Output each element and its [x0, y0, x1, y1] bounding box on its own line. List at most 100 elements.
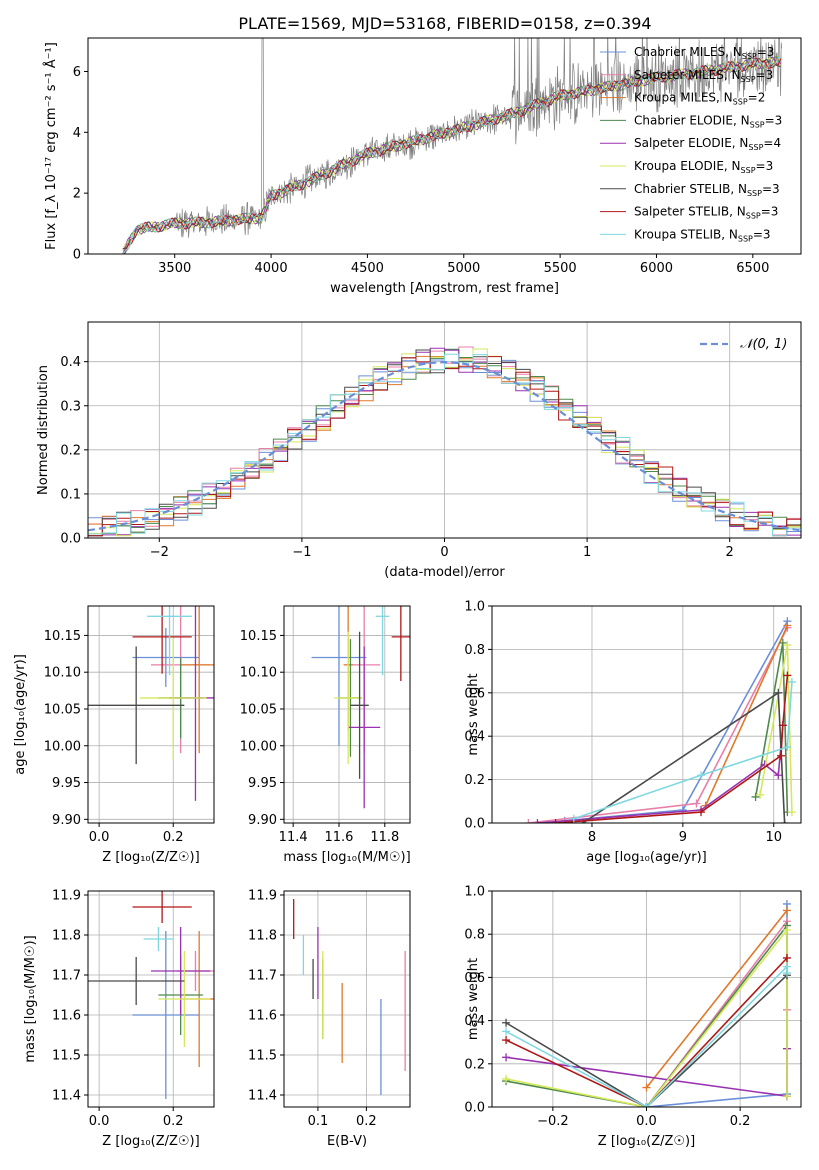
weight-marker: [697, 771, 706, 780]
x-tick-label: 0.1: [308, 1114, 329, 1129]
weight-line: [564, 620, 789, 822]
y-tick-label: 11.8: [52, 929, 81, 944]
weight-line: [528, 627, 789, 823]
x-tick-label: 11.8: [370, 830, 399, 845]
residuals-axes: −2 −1 0 1 2 0.0 0.1 0.2 0.3 0.4 (data-model)/error…: [36, 321, 802, 580]
legend-label: 𝒩(0, 1): [740, 337, 787, 352]
weight-marker: [642, 1083, 651, 1092]
mass_vs_ebv-markers: [293, 899, 406, 1095]
x-tick-label: 9: [679, 830, 687, 845]
residual-legend: 𝒩(0, 1): [700, 337, 787, 352]
weight-marker: [642, 1103, 651, 1107]
plot-group: 3500 4000 4500 5000 5500 6000 6500 0 2 4 6 waveleng…: [13, 37, 802, 1149]
weight-line: [573, 681, 793, 820]
x-axis-label: (data-model)/error: [384, 565, 505, 580]
weight-marker: [524, 819, 533, 823]
x-tick-label: 6500: [736, 261, 769, 276]
x-axis-label: Z [log₁₀(Z/Z☉)]: [102, 1134, 199, 1149]
x-tick-label: 0.2: [163, 1114, 184, 1129]
x-tick-label: −1: [292, 545, 311, 560]
x-tick-label: 0.0: [636, 1114, 657, 1129]
mass_vs_ebv-axes: 0.1 0.2 11.4 11.5 11.6 11.7 11.8 11.9 E(B-V): [248, 889, 411, 1149]
weight-marker: [780, 819, 789, 823]
y-tick-label: 9.90: [52, 813, 81, 828]
normal-curve: [88, 360, 801, 532]
weight-marker: [502, 1053, 511, 1062]
plot-frame: [283, 890, 411, 1108]
legend-label: Salpeter STELIB, NSSP=3: [634, 205, 778, 221]
x-tick-label: 4000: [255, 261, 288, 276]
x-tick-label: 1: [583, 545, 591, 560]
weight-marker: [782, 969, 791, 978]
y-tick-label: 10.10: [240, 666, 277, 681]
legend-label: Kroupa MILES, NSSP=2: [634, 91, 765, 107]
x-axis-label: age [log₁₀(age/yr)]: [586, 850, 707, 865]
weight-marker: [782, 906, 791, 915]
weight-marker: [502, 1074, 511, 1083]
x-axis-label: mass [log₁₀(M/M☉)]: [283, 850, 410, 865]
legend-label: Salpeter ELODIE, NSSP=4: [634, 136, 781, 152]
weight-line: [505, 957, 788, 1107]
weight-marker: [569, 814, 578, 823]
y-tick-label: 0.2: [464, 773, 485, 788]
weight-marker: [787, 808, 796, 817]
plot-frame: [87, 321, 802, 539]
x-tick-label: 2: [726, 545, 734, 560]
y-tick-label: 0.0: [464, 1101, 485, 1116]
age_vs_Z-markers: [88, 606, 214, 801]
weight-marker: [782, 953, 791, 962]
plot-frame: [87, 605, 215, 824]
y-tick-label: 0.2: [464, 1057, 485, 1072]
y-tick-label: 10.05: [240, 702, 277, 717]
weight-line: [645, 909, 788, 1089]
x-tick-label: 10: [765, 830, 782, 845]
y-tick-label: 0.8: [464, 643, 485, 658]
y-axis-label: Normed distribution: [36, 365, 51, 495]
x-tick-label: 0.0: [89, 830, 110, 845]
plot-frame: [491, 605, 802, 824]
mass_vs_Z-axes: 0.0 0.2 11.4 11.5 11.6 11.7 11.8 11.9 Z [log₁₀(Z…: [23, 889, 215, 1149]
weight-marker: [502, 1036, 511, 1045]
spectrum-legend: Chabrier MILES, NSSP=3 Salpeter MILES, NS…: [600, 45, 782, 243]
weight-marker: [751, 792, 760, 801]
weight-marker: [774, 688, 783, 697]
legend-label: Chabrier ELODIE, NSSP=3: [634, 113, 782, 129]
spectrum-model-line: [122, 57, 782, 254]
x-tick-label: 5500: [544, 261, 577, 276]
y-axis-label: mass weight: [466, 958, 481, 1040]
y-tick-label: 1.0: [464, 600, 485, 615]
y-tick-label: 11.8: [248, 929, 277, 944]
y-tick-label: 10.00: [44, 739, 81, 754]
y-tick-label: 0.2: [60, 443, 81, 458]
plot-frame: [87, 890, 215, 1108]
weight-marker: [502, 1018, 511, 1027]
weight-marker: [697, 808, 706, 817]
x-axis-label: Z [log₁₀(Z/Z☉)]: [102, 850, 199, 865]
y-tick-label: 0.0: [60, 532, 81, 547]
spectrum-lines: [122, 38, 783, 254]
weight-marker: [774, 771, 783, 780]
x-axis-label: Z [log₁₀(Z/Z☉)]: [598, 1134, 695, 1149]
y-tick-label: 11.9: [248, 889, 277, 904]
y-tick-label: 11.9: [52, 889, 81, 904]
weight_vs_Z-axes: −0.2 0.0 0.2 0.0 0.2 0.4 0.6 0.8 1.0 Z [log₁₀(Z/Z…: [464, 885, 802, 1149]
y-tick-label: 0.4: [464, 1014, 485, 1029]
y-tick-label: 10.15: [44, 629, 81, 644]
weight-marker: [777, 751, 786, 760]
weight-marker: [502, 1027, 511, 1036]
y-tick-label: 10.10: [44, 666, 81, 681]
x-axis-label: E(B-V): [327, 1134, 367, 1149]
mass_vs_Z-markers: [88, 891, 214, 1099]
x-tick-label: 0.2: [356, 1114, 377, 1129]
y-axis-label: mass weight: [466, 673, 481, 755]
x-tick-label: 8: [588, 830, 596, 845]
y-tick-label: 11.4: [52, 1089, 81, 1104]
y-tick-label: 11.4: [248, 1089, 277, 1104]
weight-marker: [783, 671, 792, 680]
y-tick-label: 11.5: [248, 1049, 277, 1064]
weight-marker: [551, 819, 560, 823]
weight-line: [505, 927, 788, 1107]
spectrum-axes: 3500 4000 4500 5000 5500 6000 6500 0 2 4 6 waveleng…: [43, 37, 802, 296]
x-tick-label: 0.2: [730, 1114, 751, 1129]
